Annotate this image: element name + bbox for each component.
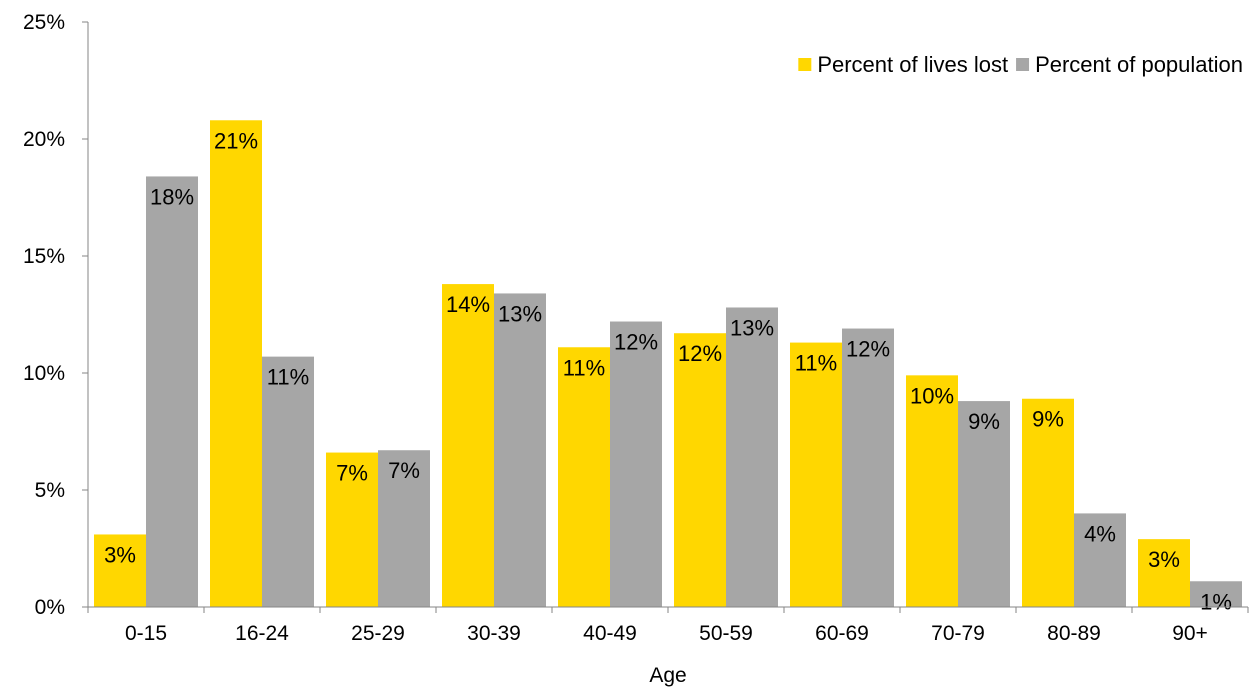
x-tick-label: 50-59 (699, 622, 753, 645)
bar-lives-lost (94, 534, 146, 607)
x-axis: 0-15 16-24 25-29 30-39 40-49 50-59 60-69 70-79 8… (87, 607, 1249, 645)
bar-population (1190, 581, 1242, 607)
data-label: 21% (214, 128, 258, 153)
legend-label-lives-lost: Percent of lives lost (817, 52, 1008, 77)
data-label: 13% (730, 315, 774, 340)
bar-lives-lost (326, 452, 378, 607)
y-tick-label: 20% (23, 128, 65, 151)
bar-population (378, 450, 430, 607)
bar-lives-lost (906, 375, 958, 607)
y-tick-label: 0% (35, 596, 65, 619)
x-tick-label: 0-15 (125, 622, 167, 645)
bar-lives-lost (442, 284, 494, 607)
x-tick-label: 70-79 (931, 622, 985, 645)
x-tick-label: 80-89 (1047, 622, 1101, 645)
data-label: 13% (498, 301, 542, 326)
bar-population (610, 321, 662, 607)
x-axis-title: Age (649, 664, 686, 687)
data-label: 11% (563, 355, 605, 380)
x-tick-label: 60-69 (815, 622, 869, 645)
data-label: 9% (1032, 407, 1064, 432)
data-label: 3% (104, 542, 136, 567)
data-label: 18% (150, 184, 194, 209)
bar-population (146, 176, 198, 607)
y-axis: 0% 5% 10% 15% 20% 25% (23, 11, 88, 619)
y-tick-label: 5% (35, 479, 65, 502)
data-label: 14% (446, 292, 490, 317)
data-label: 12% (846, 337, 890, 362)
bar-population (1074, 513, 1126, 607)
bar-lives-lost (1138, 539, 1190, 607)
legend: Percent of lives lost Percent of populat… (798, 52, 1243, 77)
bar-lives-lost (790, 342, 842, 607)
y-tick-label: 10% (23, 362, 65, 385)
x-tick-label: 30-39 (467, 622, 521, 645)
legend-swatch-lives-lost (798, 58, 812, 71)
legend-label-population: Percent of population (1035, 52, 1243, 77)
data-label: 1% (1200, 589, 1232, 614)
data-label: 3% (1148, 547, 1180, 572)
bar-lives-lost (1022, 398, 1074, 607)
y-tick-label: 25% (23, 11, 65, 34)
bar-population (726, 307, 778, 607)
x-tick-label: 16-24 (235, 622, 289, 645)
data-label: 4% (1084, 521, 1116, 546)
y-tick-label: 15% (23, 245, 65, 268)
data-label: 11% (795, 351, 837, 376)
data-label: 11% (267, 365, 309, 390)
bar-lives-lost (674, 333, 726, 607)
bar-lives-lost (210, 120, 262, 607)
bar-population (842, 328, 894, 607)
x-tick-label: 90+ (1172, 622, 1208, 645)
data-label: 7% (336, 461, 368, 486)
x-tick-label: 40-49 (583, 622, 637, 645)
legend-swatch-population (1016, 58, 1030, 71)
data-labels: 3% 18% 21% 11% 7% 7% 14% 13% 11% 12% 12% 13% 11% 12% 1… (104, 128, 1232, 614)
bar-population (958, 401, 1010, 607)
data-label: 12% (614, 330, 658, 355)
bar-population (494, 293, 546, 607)
bar-population (262, 356, 314, 607)
data-label: 12% (678, 341, 722, 366)
data-label: 10% (910, 383, 954, 408)
bar-lives-lost (558, 347, 610, 607)
data-label: 9% (968, 409, 1000, 434)
plot-area (94, 120, 1242, 607)
x-tick-label: 25-29 (351, 622, 405, 645)
data-label: 7% (388, 458, 420, 483)
